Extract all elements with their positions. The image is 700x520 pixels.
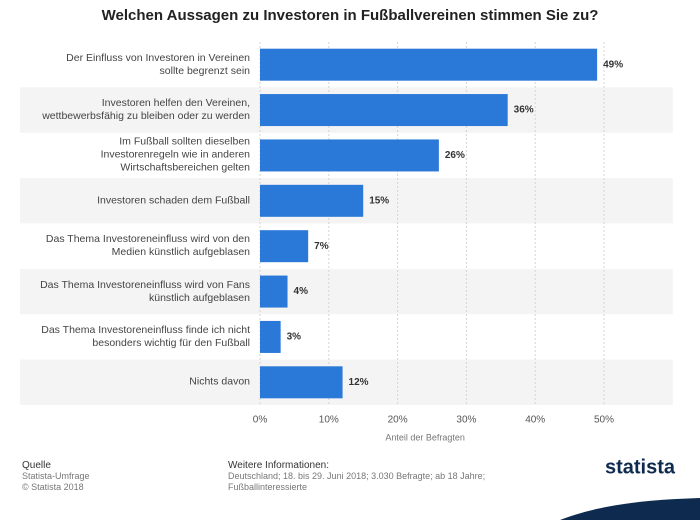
y-tick-label: Das Thema Investoreneinfluss wird von de…: [45, 233, 250, 259]
x-tick-label: 50%: [594, 415, 614, 426]
y-tick-label: Der Einfluss von Investoren in Vereinen …: [66, 51, 250, 77]
value-label: 36%: [514, 105, 534, 116]
bar: [260, 94, 508, 127]
info-block: Weitere Informationen: Deutschland; 18. …: [228, 460, 485, 493]
value-label: 3%: [287, 332, 302, 343]
info-line: Fußballinteressierte: [228, 482, 308, 492]
source: Statista-Umfrage: [22, 471, 90, 481]
value-label: 4%: [294, 286, 309, 297]
logo-wave: [560, 498, 700, 520]
copyright: © Statista 2018: [22, 482, 84, 492]
row-stripe: [20, 268, 673, 315]
chart-title: Welchen Aussagen zu Investoren in Fußbal…: [102, 7, 599, 24]
value-label: 12%: [349, 377, 369, 388]
logo: statista: [605, 456, 676, 478]
bar: [260, 366, 343, 399]
x-tick-label: 10%: [319, 415, 339, 426]
x-tick-label: 40%: [525, 415, 545, 426]
y-tick-label: Im Fußball sollten dieselben Investorenr…: [100, 135, 250, 174]
y-tick-label: Das Thema Investoreneinfluss finde ich n…: [41, 323, 250, 349]
value-label: 7%: [314, 241, 329, 252]
bar: [260, 48, 598, 81]
y-tick-label: Das Thema Investoreneinfluss wird von Fa…: [40, 278, 250, 304]
value-label: 15%: [369, 195, 389, 206]
info-line: Deutschland; 18. bis 29. Juni 2018; 3.03…: [228, 471, 486, 481]
row-stripe: [20, 359, 673, 405]
y-tick-label: Investoren helfen den Vereinen, wettbewe…: [42, 97, 250, 123]
value-label: 26%: [445, 150, 465, 161]
x-tick-label: 20%: [388, 415, 408, 426]
y-tick-label: Nichts davon: [189, 375, 250, 388]
source-title: Quelle: [22, 460, 51, 471]
bar: [260, 275, 288, 308]
bar: [260, 320, 281, 353]
x-tick-label: 30%: [456, 415, 476, 426]
info-title: Weitere Informationen:: [228, 460, 329, 471]
bar: [260, 230, 309, 263]
bar: [260, 139, 439, 172]
bar: [260, 184, 364, 217]
x-tick-label: 0%: [253, 415, 268, 426]
source-block: Quelle Statista-Umfrage © Statista 2018: [22, 460, 90, 493]
y-tick-label: Investoren schaden dem Fußball: [97, 194, 250, 207]
x-axis-label: Anteil der Befragten: [385, 432, 465, 442]
value-label: 49%: [603, 59, 623, 70]
